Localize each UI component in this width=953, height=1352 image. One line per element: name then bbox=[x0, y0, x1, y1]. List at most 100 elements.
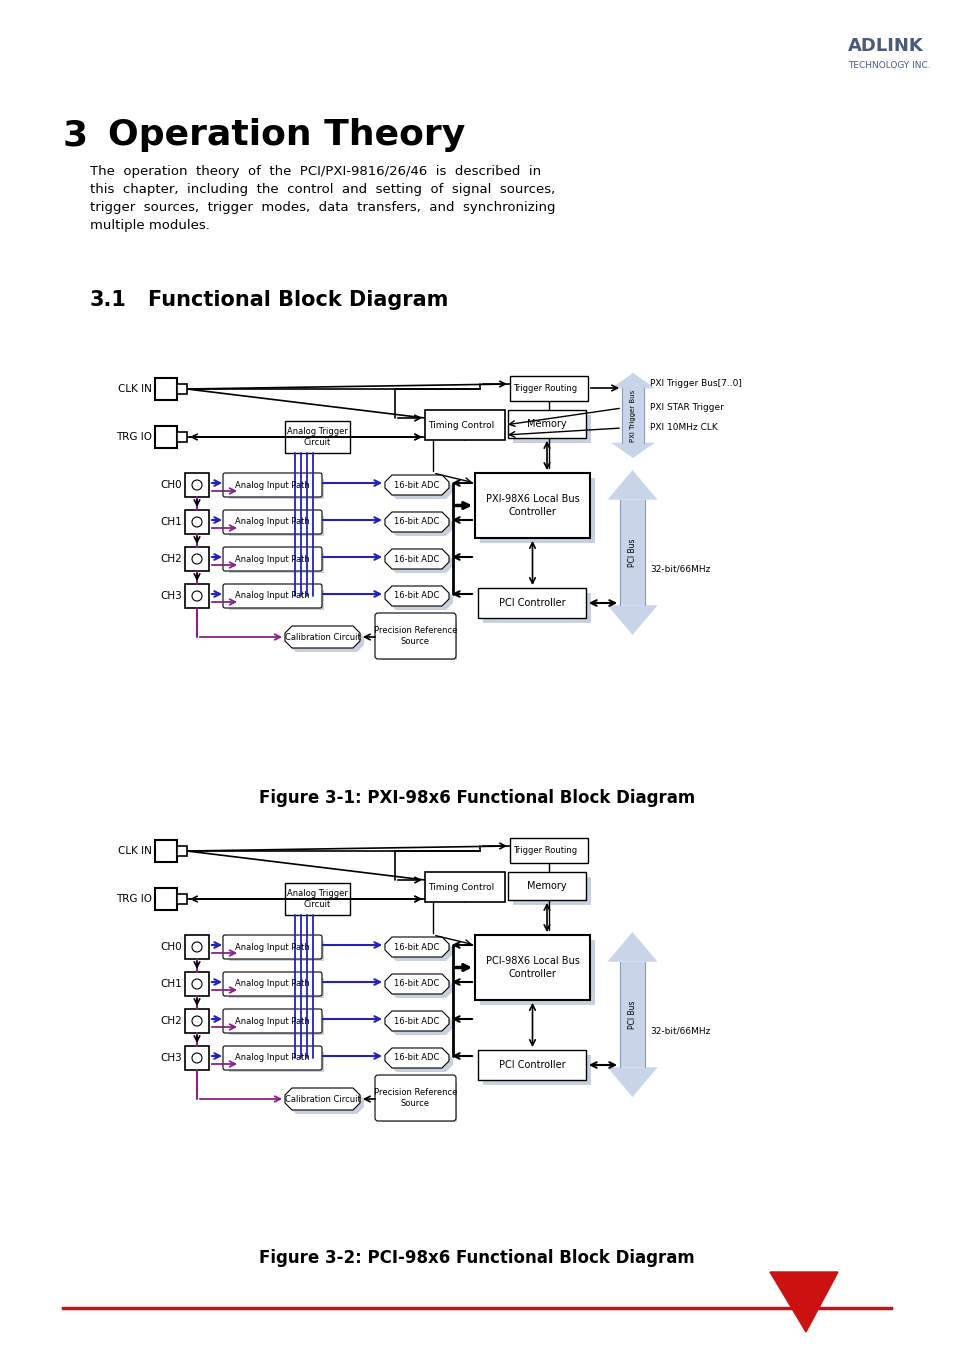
Text: Analog Trigger
Circuit: Analog Trigger Circuit bbox=[287, 427, 348, 448]
Bar bbox=[497, 872, 504, 902]
Text: Analog Input Path: Analog Input Path bbox=[234, 1017, 310, 1026]
Polygon shape bbox=[389, 516, 453, 535]
Text: Analog Input Path: Analog Input Path bbox=[234, 592, 310, 600]
Bar bbox=[507, 872, 585, 900]
Bar bbox=[497, 410, 504, 439]
Bar bbox=[185, 936, 209, 959]
Polygon shape bbox=[385, 585, 449, 606]
Polygon shape bbox=[285, 626, 359, 648]
Bar bbox=[510, 376, 587, 402]
Bar bbox=[185, 1009, 209, 1033]
Circle shape bbox=[192, 942, 202, 952]
Polygon shape bbox=[389, 1052, 453, 1072]
Bar bbox=[424, 410, 504, 439]
Bar bbox=[477, 1051, 585, 1080]
Polygon shape bbox=[769, 1272, 837, 1332]
Text: PXI Trigger Bus: PXI Trigger Bus bbox=[629, 389, 636, 442]
Polygon shape bbox=[607, 470, 657, 500]
Bar bbox=[621, 388, 643, 442]
Bar bbox=[381, 621, 456, 660]
Bar bbox=[229, 553, 324, 573]
Polygon shape bbox=[289, 1092, 364, 1114]
FancyBboxPatch shape bbox=[375, 612, 456, 658]
Polygon shape bbox=[385, 549, 449, 569]
Bar bbox=[229, 516, 324, 535]
Text: 16-bit ADC: 16-bit ADC bbox=[394, 979, 439, 988]
Polygon shape bbox=[389, 553, 453, 573]
Text: CH0: CH0 bbox=[160, 480, 182, 489]
Text: PCI Controller: PCI Controller bbox=[498, 1060, 565, 1069]
Text: 16-bit ADC: 16-bit ADC bbox=[394, 554, 439, 564]
Polygon shape bbox=[607, 932, 657, 961]
Bar bbox=[619, 500, 644, 606]
Bar bbox=[285, 883, 350, 915]
Bar bbox=[579, 838, 587, 863]
Text: CH2: CH2 bbox=[160, 554, 182, 564]
Text: Analog Input Path: Analog Input Path bbox=[234, 1053, 310, 1063]
Bar bbox=[177, 384, 187, 393]
Circle shape bbox=[192, 480, 202, 489]
Text: 16-bit ADC: 16-bit ADC bbox=[394, 518, 439, 526]
Text: TRG IO: TRG IO bbox=[116, 894, 152, 904]
Polygon shape bbox=[610, 442, 655, 458]
Bar bbox=[185, 473, 209, 498]
Bar bbox=[185, 548, 209, 571]
Bar bbox=[513, 877, 590, 904]
Polygon shape bbox=[389, 977, 453, 998]
Text: Trigger Routing: Trigger Routing bbox=[513, 846, 577, 854]
Text: CH3: CH3 bbox=[160, 591, 182, 602]
Bar bbox=[229, 941, 324, 961]
Polygon shape bbox=[289, 630, 364, 652]
Circle shape bbox=[192, 1053, 202, 1063]
Polygon shape bbox=[385, 475, 449, 495]
Circle shape bbox=[192, 979, 202, 990]
Text: Analog Input Path: Analog Input Path bbox=[234, 480, 310, 489]
FancyBboxPatch shape bbox=[223, 510, 322, 534]
Bar bbox=[154, 426, 177, 448]
Text: PCI Bus: PCI Bus bbox=[627, 1000, 637, 1029]
Polygon shape bbox=[385, 1048, 449, 1068]
Bar bbox=[513, 415, 590, 443]
Text: Precision Reference
Source: Precision Reference Source bbox=[374, 1088, 456, 1109]
Bar bbox=[477, 588, 585, 618]
Bar bbox=[479, 940, 595, 1005]
Bar bbox=[177, 846, 187, 856]
Bar bbox=[479, 479, 595, 544]
FancyBboxPatch shape bbox=[223, 936, 322, 959]
Polygon shape bbox=[389, 589, 453, 610]
Text: Precision Reference
Source: Precision Reference Source bbox=[374, 626, 456, 646]
Polygon shape bbox=[385, 973, 449, 994]
Text: PCI Controller: PCI Controller bbox=[498, 598, 565, 608]
Circle shape bbox=[192, 591, 202, 602]
Circle shape bbox=[192, 1015, 202, 1026]
Bar bbox=[185, 510, 209, 534]
FancyBboxPatch shape bbox=[223, 473, 322, 498]
Text: 32-bit/66MHz: 32-bit/66MHz bbox=[649, 565, 710, 573]
Text: this  chapter,  including  the  control  and  setting  of  signal  sources,: this chapter, including the control and … bbox=[90, 183, 555, 196]
Bar bbox=[154, 379, 177, 400]
Bar bbox=[229, 1015, 324, 1036]
Text: Memory: Memory bbox=[527, 419, 566, 429]
Polygon shape bbox=[607, 606, 657, 635]
Text: PCI Bus: PCI Bus bbox=[627, 538, 637, 566]
Text: 32-bit/66MHz: 32-bit/66MHz bbox=[649, 1026, 710, 1036]
Bar bbox=[185, 584, 209, 608]
Text: CLK IN: CLK IN bbox=[118, 846, 152, 856]
Bar bbox=[619, 961, 644, 1067]
Text: Trigger Routing: Trigger Routing bbox=[513, 384, 577, 393]
Text: Analog Input Path: Analog Input Path bbox=[234, 554, 310, 564]
Polygon shape bbox=[389, 1015, 453, 1036]
Polygon shape bbox=[389, 941, 453, 961]
Text: Functional Block Diagram: Functional Block Diagram bbox=[148, 289, 448, 310]
Text: Figure 3-2: PCI-98x6 Functional Block Diagram: Figure 3-2: PCI-98x6 Functional Block Di… bbox=[259, 1249, 694, 1267]
Bar bbox=[185, 1046, 209, 1069]
Bar bbox=[579, 376, 587, 402]
Text: 16-bit ADC: 16-bit ADC bbox=[394, 1017, 439, 1026]
FancyBboxPatch shape bbox=[223, 1046, 322, 1069]
Text: The  operation  theory  of  the  PCI/PXI-9816/26/46  is  described  in: The operation theory of the PCI/PXI-9816… bbox=[90, 165, 540, 178]
Text: Operation Theory: Operation Theory bbox=[108, 118, 465, 151]
Text: CH1: CH1 bbox=[160, 516, 182, 527]
Bar bbox=[475, 936, 589, 1000]
Bar bbox=[229, 479, 324, 499]
Bar bbox=[177, 433, 187, 442]
